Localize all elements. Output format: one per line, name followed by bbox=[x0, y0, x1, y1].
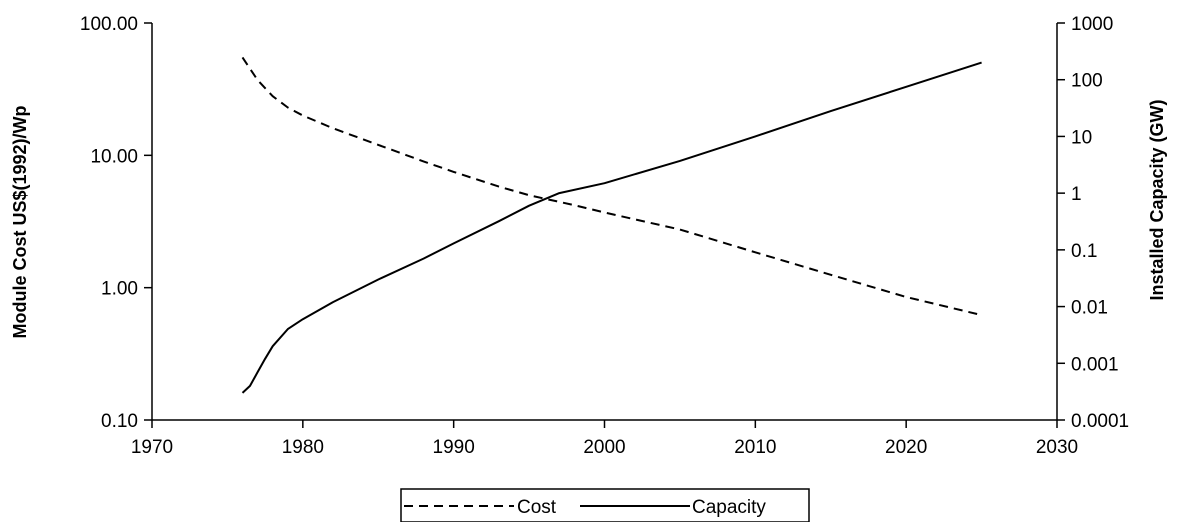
y-tick-label: 100.00 bbox=[80, 14, 138, 35]
y2-tick-label: 0.001 bbox=[1071, 354, 1119, 375]
y2-axis-title: Installed Capacity (GW) bbox=[1147, 99, 1167, 300]
y2-tick-label: 1000 bbox=[1071, 14, 1113, 35]
legend-label-capacity: Capacity bbox=[692, 497, 766, 518]
y-tick-label: 0.10 bbox=[101, 411, 138, 432]
y2-tick-label: 0.1 bbox=[1071, 241, 1097, 262]
y2-tick-label: 10 bbox=[1071, 127, 1092, 148]
legend-label-cost: Cost bbox=[517, 497, 557, 518]
y2-tick-label: 0.0001 bbox=[1071, 411, 1129, 432]
x-tick-label: 1970 bbox=[131, 437, 173, 458]
x-tick-label: 2000 bbox=[583, 437, 625, 458]
legend: Cost Capacity bbox=[400, 488, 810, 522]
y2-tick-label: 1 bbox=[1071, 184, 1082, 205]
x-tick-label: 1980 bbox=[282, 437, 324, 458]
y-axis-right: 0.0001 0.001 0.01 0.1 1 10 100 1000 bbox=[1057, 14, 1129, 432]
x-tick-label: 2020 bbox=[885, 437, 927, 458]
y-axis-left: 0.10 1.00 10.00 100.00 bbox=[80, 14, 152, 432]
series-line-cost bbox=[241, 56, 982, 317]
y2-tick-label: 100 bbox=[1071, 71, 1103, 92]
y2-tick-label: 0.01 bbox=[1071, 298, 1108, 319]
x-tick-label: 1990 bbox=[433, 437, 475, 458]
x-axis: 1970 1980 1990 2000 2010 2020 2030 bbox=[131, 420, 1078, 458]
y-tick-label: 10.00 bbox=[90, 146, 138, 167]
y-tick-label: 1.00 bbox=[101, 279, 138, 300]
series-layer bbox=[241, 56, 982, 394]
x-tick-label: 2030 bbox=[1036, 437, 1078, 458]
series-line-capacity bbox=[241, 61, 982, 394]
x-tick-label: 2010 bbox=[734, 437, 776, 458]
y-axis-title: Module Cost US$(1992)/Wp bbox=[10, 105, 30, 338]
